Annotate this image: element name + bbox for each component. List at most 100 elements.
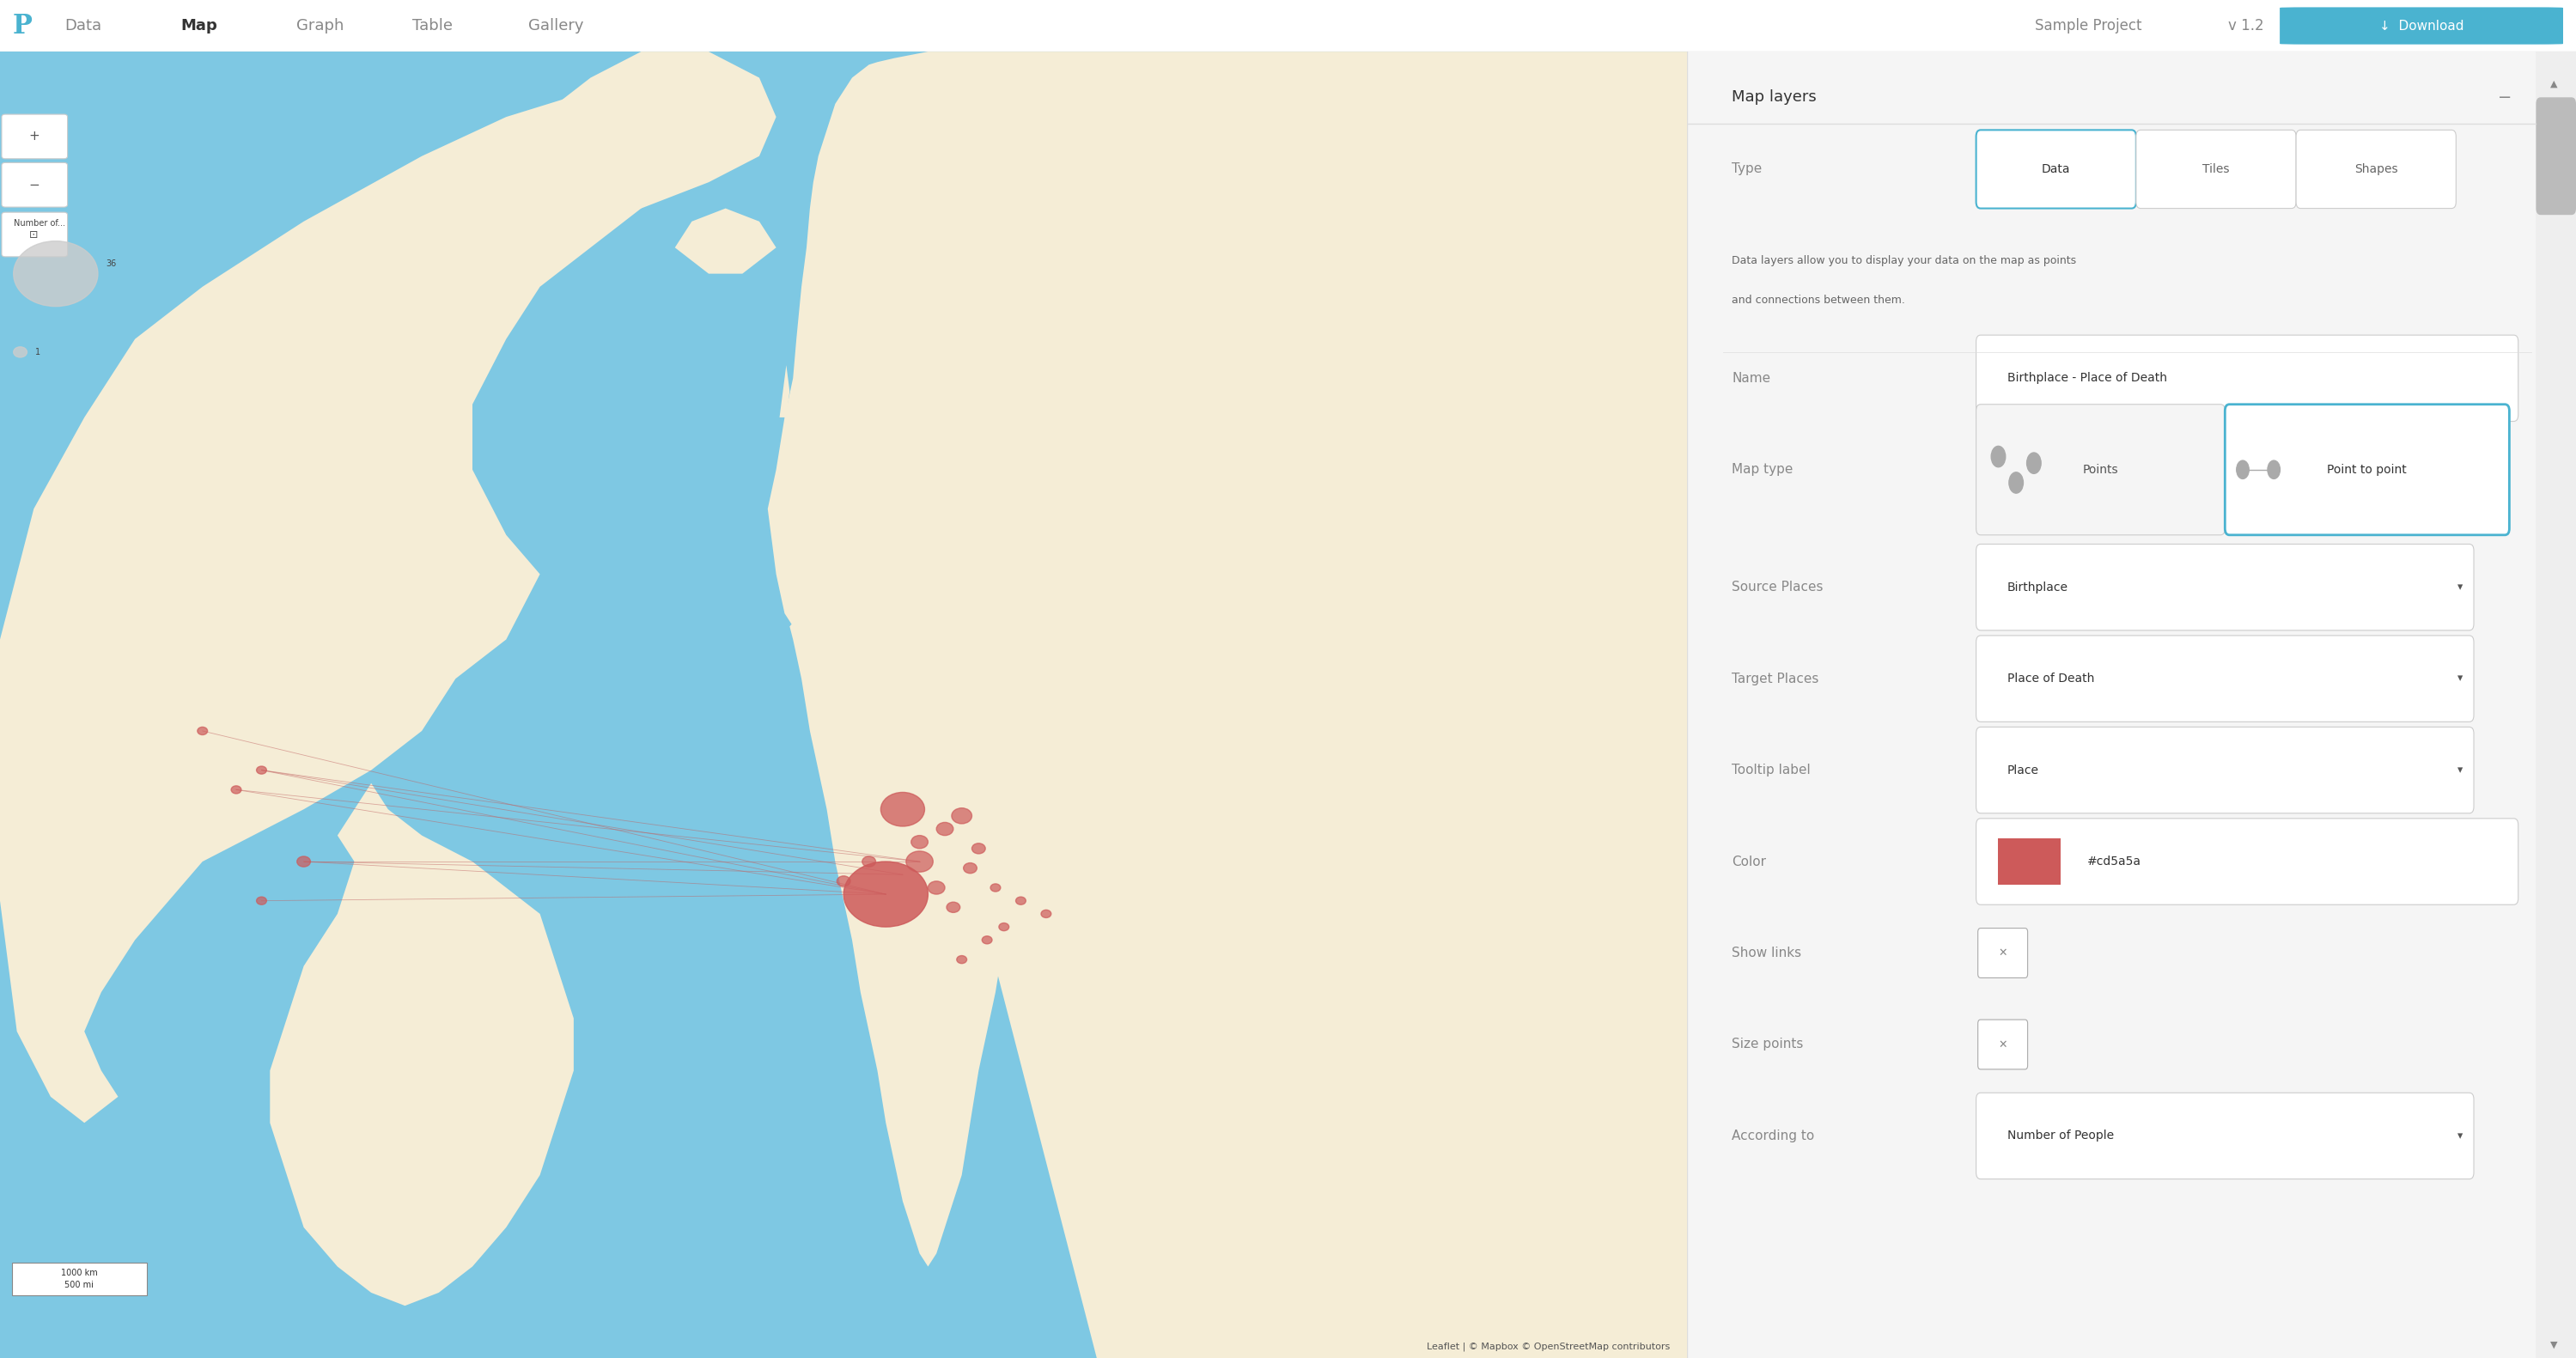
Text: P: P [13, 12, 33, 39]
Circle shape [2027, 452, 2040, 474]
Circle shape [907, 851, 933, 872]
Text: According to: According to [1731, 1130, 1814, 1142]
Circle shape [912, 835, 927, 849]
Text: Map type: Map type [1731, 463, 1793, 477]
Circle shape [1041, 910, 1051, 918]
Circle shape [1015, 896, 1025, 904]
FancyBboxPatch shape [1978, 1020, 2027, 1069]
Circle shape [837, 876, 850, 887]
Text: Number of People: Number of People [2007, 1130, 2115, 1142]
FancyBboxPatch shape [1976, 335, 2519, 421]
Text: −: − [28, 178, 39, 191]
Text: Leaflet | © Mapbox © OpenStreetMap contributors: Leaflet | © Mapbox © OpenStreetMap contr… [1427, 1343, 1669, 1351]
Circle shape [989, 884, 999, 892]
FancyBboxPatch shape [3, 114, 67, 159]
Text: Source Places: Source Places [1731, 581, 1824, 593]
Text: and connections between them.: and connections between them. [1731, 295, 1906, 306]
Circle shape [258, 766, 265, 774]
FancyBboxPatch shape [1976, 636, 2473, 722]
FancyBboxPatch shape [1976, 819, 2519, 904]
Text: Color: Color [1731, 856, 1767, 868]
Circle shape [13, 346, 26, 357]
Text: v 1.2: v 1.2 [2228, 18, 2264, 34]
FancyBboxPatch shape [3, 212, 67, 257]
Text: Name: Name [1731, 372, 1770, 384]
Circle shape [951, 808, 971, 824]
Text: −: − [2499, 90, 2512, 106]
Text: Tiles: Tiles [2202, 163, 2231, 175]
Text: Number of...: Number of... [13, 220, 64, 228]
FancyBboxPatch shape [2226, 405, 2509, 535]
FancyBboxPatch shape [1976, 727, 2473, 813]
FancyBboxPatch shape [2535, 52, 2576, 1358]
FancyBboxPatch shape [1976, 130, 2136, 208]
Text: Data layers allow you to display your data on the map as points: Data layers allow you to display your da… [1731, 255, 2076, 266]
Circle shape [945, 902, 961, 913]
Circle shape [938, 823, 953, 835]
Circle shape [296, 857, 312, 866]
Circle shape [2236, 460, 2249, 479]
Text: 1: 1 [36, 348, 41, 356]
Circle shape [863, 857, 876, 866]
Text: Gallery: Gallery [528, 18, 585, 34]
FancyBboxPatch shape [1976, 405, 2226, 535]
Text: +: + [28, 130, 39, 143]
Text: Birthplace - Place of Death: Birthplace - Place of Death [2007, 372, 2166, 384]
Text: Type: Type [1731, 163, 1762, 175]
Polygon shape [768, 52, 1687, 1358]
Text: Sample Project: Sample Project [2035, 18, 2143, 34]
FancyBboxPatch shape [1978, 929, 2027, 978]
FancyBboxPatch shape [3, 163, 67, 206]
Circle shape [963, 862, 976, 873]
FancyBboxPatch shape [2295, 130, 2455, 208]
Circle shape [981, 936, 992, 944]
Circle shape [2267, 460, 2280, 479]
Circle shape [842, 861, 927, 928]
Circle shape [1991, 447, 2007, 467]
Text: ⊡: ⊡ [28, 230, 39, 240]
Circle shape [2009, 473, 2022, 493]
Text: Shapes: Shapes [2354, 163, 2398, 175]
Text: Graph: Graph [296, 18, 343, 34]
Circle shape [258, 896, 265, 904]
FancyBboxPatch shape [1999, 838, 2061, 885]
Circle shape [956, 956, 966, 963]
Text: Point to point: Point to point [2326, 463, 2406, 475]
Circle shape [13, 240, 98, 307]
Polygon shape [337, 784, 422, 900]
Polygon shape [781, 365, 791, 417]
Text: ▲: ▲ [2550, 80, 2558, 88]
Circle shape [927, 881, 945, 894]
Text: ↓  Download: ↓ Download [2380, 19, 2463, 33]
Text: ✕: ✕ [1999, 1039, 2007, 1050]
FancyBboxPatch shape [2136, 130, 2295, 208]
Circle shape [881, 792, 925, 826]
Text: #cd5a5a: #cd5a5a [2087, 856, 2141, 868]
Text: 500 mi: 500 mi [64, 1281, 93, 1289]
Text: Data: Data [2043, 163, 2071, 175]
Text: Birthplace: Birthplace [2007, 581, 2069, 593]
Text: Target Places: Target Places [1731, 672, 1819, 686]
FancyBboxPatch shape [2535, 98, 2576, 215]
Polygon shape [0, 77, 760, 1123]
Polygon shape [270, 809, 574, 1306]
Polygon shape [791, 574, 1054, 1267]
Text: Table: Table [412, 18, 453, 34]
Circle shape [198, 727, 209, 735]
Text: Place of Death: Place of Death [2007, 672, 2094, 684]
FancyBboxPatch shape [1976, 1093, 2473, 1179]
Text: Show links: Show links [1731, 947, 1801, 960]
Circle shape [232, 786, 242, 793]
Polygon shape [675, 208, 775, 274]
Text: ▾: ▾ [2458, 674, 2463, 684]
Text: Place: Place [2007, 765, 2040, 777]
Text: 36: 36 [106, 259, 116, 268]
Text: 1000 km: 1000 km [62, 1268, 98, 1278]
Text: ▾: ▾ [2458, 765, 2463, 775]
Circle shape [971, 843, 987, 854]
Polygon shape [505, 52, 775, 208]
Text: Data: Data [64, 18, 100, 34]
Text: ▾: ▾ [2458, 1130, 2463, 1142]
Text: Map layers: Map layers [1731, 90, 1816, 105]
Text: ✕: ✕ [1999, 948, 2007, 959]
